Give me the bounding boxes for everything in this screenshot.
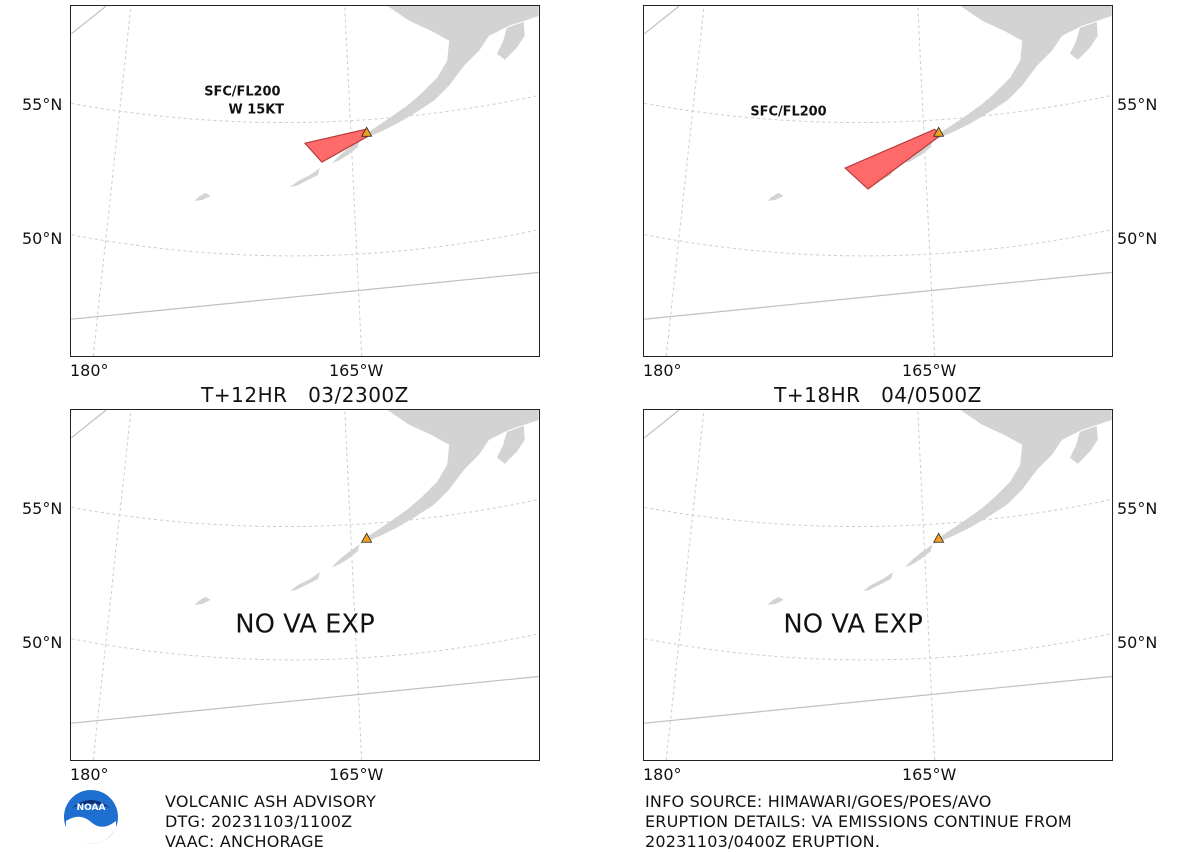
map-svg-tr: SFC/FL200 [644,6,1112,356]
ash-label-tl-1: SFC/FL200 [204,84,280,99]
dateline-corner [71,410,107,439]
footer-right-line-2: ERUPTION DETAILS: VA EMISSIONS CONTINUE … [645,812,1072,831]
ash-cloud-tr [844,128,942,190]
lat-label-55-bl: 55°N [22,499,63,518]
map-panel-bottom-left: NO VA EXP [70,409,540,761]
lon-label-180-bl: 180° [70,765,109,784]
footer-left-line-2: DTG: 20231103/1100Z [165,812,353,831]
dateline [644,271,1112,320]
footer-right-line-3: 20231103/0400Z ERUPTION. [645,832,881,851]
graticule [644,6,1112,356]
lat-label-55-br: 55°N [1117,499,1158,518]
footer-left: VOLCANIC ASH ADVISORY DTG: 20231103/1100… [165,792,376,852]
dateline [71,271,539,320]
ash-label-tl-2: W 15KT [229,102,285,117]
footer-left-line-1: VOLCANIC ASH ADVISORY [165,792,376,811]
ash-cloud-tl [303,128,371,163]
map-svg-bl: NO VA EXP [71,410,539,760]
dateline [644,675,1112,724]
lat-label-50-tl: 50°N [22,229,63,248]
graticule [644,410,1112,760]
footer-right-line-1: INFO SOURCE: HIMAWARI/GOES/POES/AVO [645,792,992,811]
map-panel-top-right: SFC/FL200 [643,5,1113,357]
map-svg-br: NO VA EXP [644,410,1112,760]
no-va-message-bl: NO VA EXP [235,610,374,640]
volcano-marker-bl [361,532,373,543]
graticule [71,410,539,760]
lon-label-180-tl: 180° [70,361,109,380]
dateline-corner [644,410,680,439]
lon-label-165w-br: 165°W [902,765,957,784]
land-alaska [767,410,1112,605]
noaa-logo-text: NOAA [77,803,106,813]
noaa-logo: NOAA [64,790,118,844]
lon-label-180-br: 180° [643,765,682,784]
no-va-message-br: NO VA EXP [783,610,922,640]
map-panel-bottom-right: NO VA EXP [643,409,1113,761]
lat-label-55-tr: 55°N [1117,95,1158,114]
map-panel-top-left: SFC/FL200 W 15KT [70,5,540,357]
panel-title-bl: T+12HR 03/2300Z [201,383,409,407]
map-svg-tl: SFC/FL200 W 15KT [71,6,539,356]
dateline-corner [644,6,680,35]
volcano-marker-br [933,532,945,543]
lat-label-55-tl: 55°N [22,95,63,114]
lon-label-165w-tr: 165°W [902,361,957,380]
lon-label-165w-bl: 165°W [329,765,384,784]
footer-right: INFO SOURCE: HIMAWARI/GOES/POES/AVO ERUP… [645,792,1072,852]
lon-label-180-tr: 180° [643,361,682,380]
panel-title-br: T+18HR 04/0500Z [774,383,982,407]
volcano-marker-tr [933,126,945,137]
dateline [71,675,539,724]
land-alaska [194,6,539,201]
ash-label-tr-1: SFC/FL200 [750,104,826,119]
lat-label-50-bl: 50°N [22,633,63,652]
lon-label-165w-tl: 165°W [329,361,384,380]
volcano-marker-tl [361,126,373,137]
footer-left-line-3: VAAC: ANCHORAGE [165,832,324,851]
lat-label-50-tr: 50°N [1117,229,1158,248]
dateline-corner [71,6,107,35]
graticule [71,6,539,356]
land-alaska [194,410,539,605]
lat-label-50-br: 50°N [1117,633,1158,652]
